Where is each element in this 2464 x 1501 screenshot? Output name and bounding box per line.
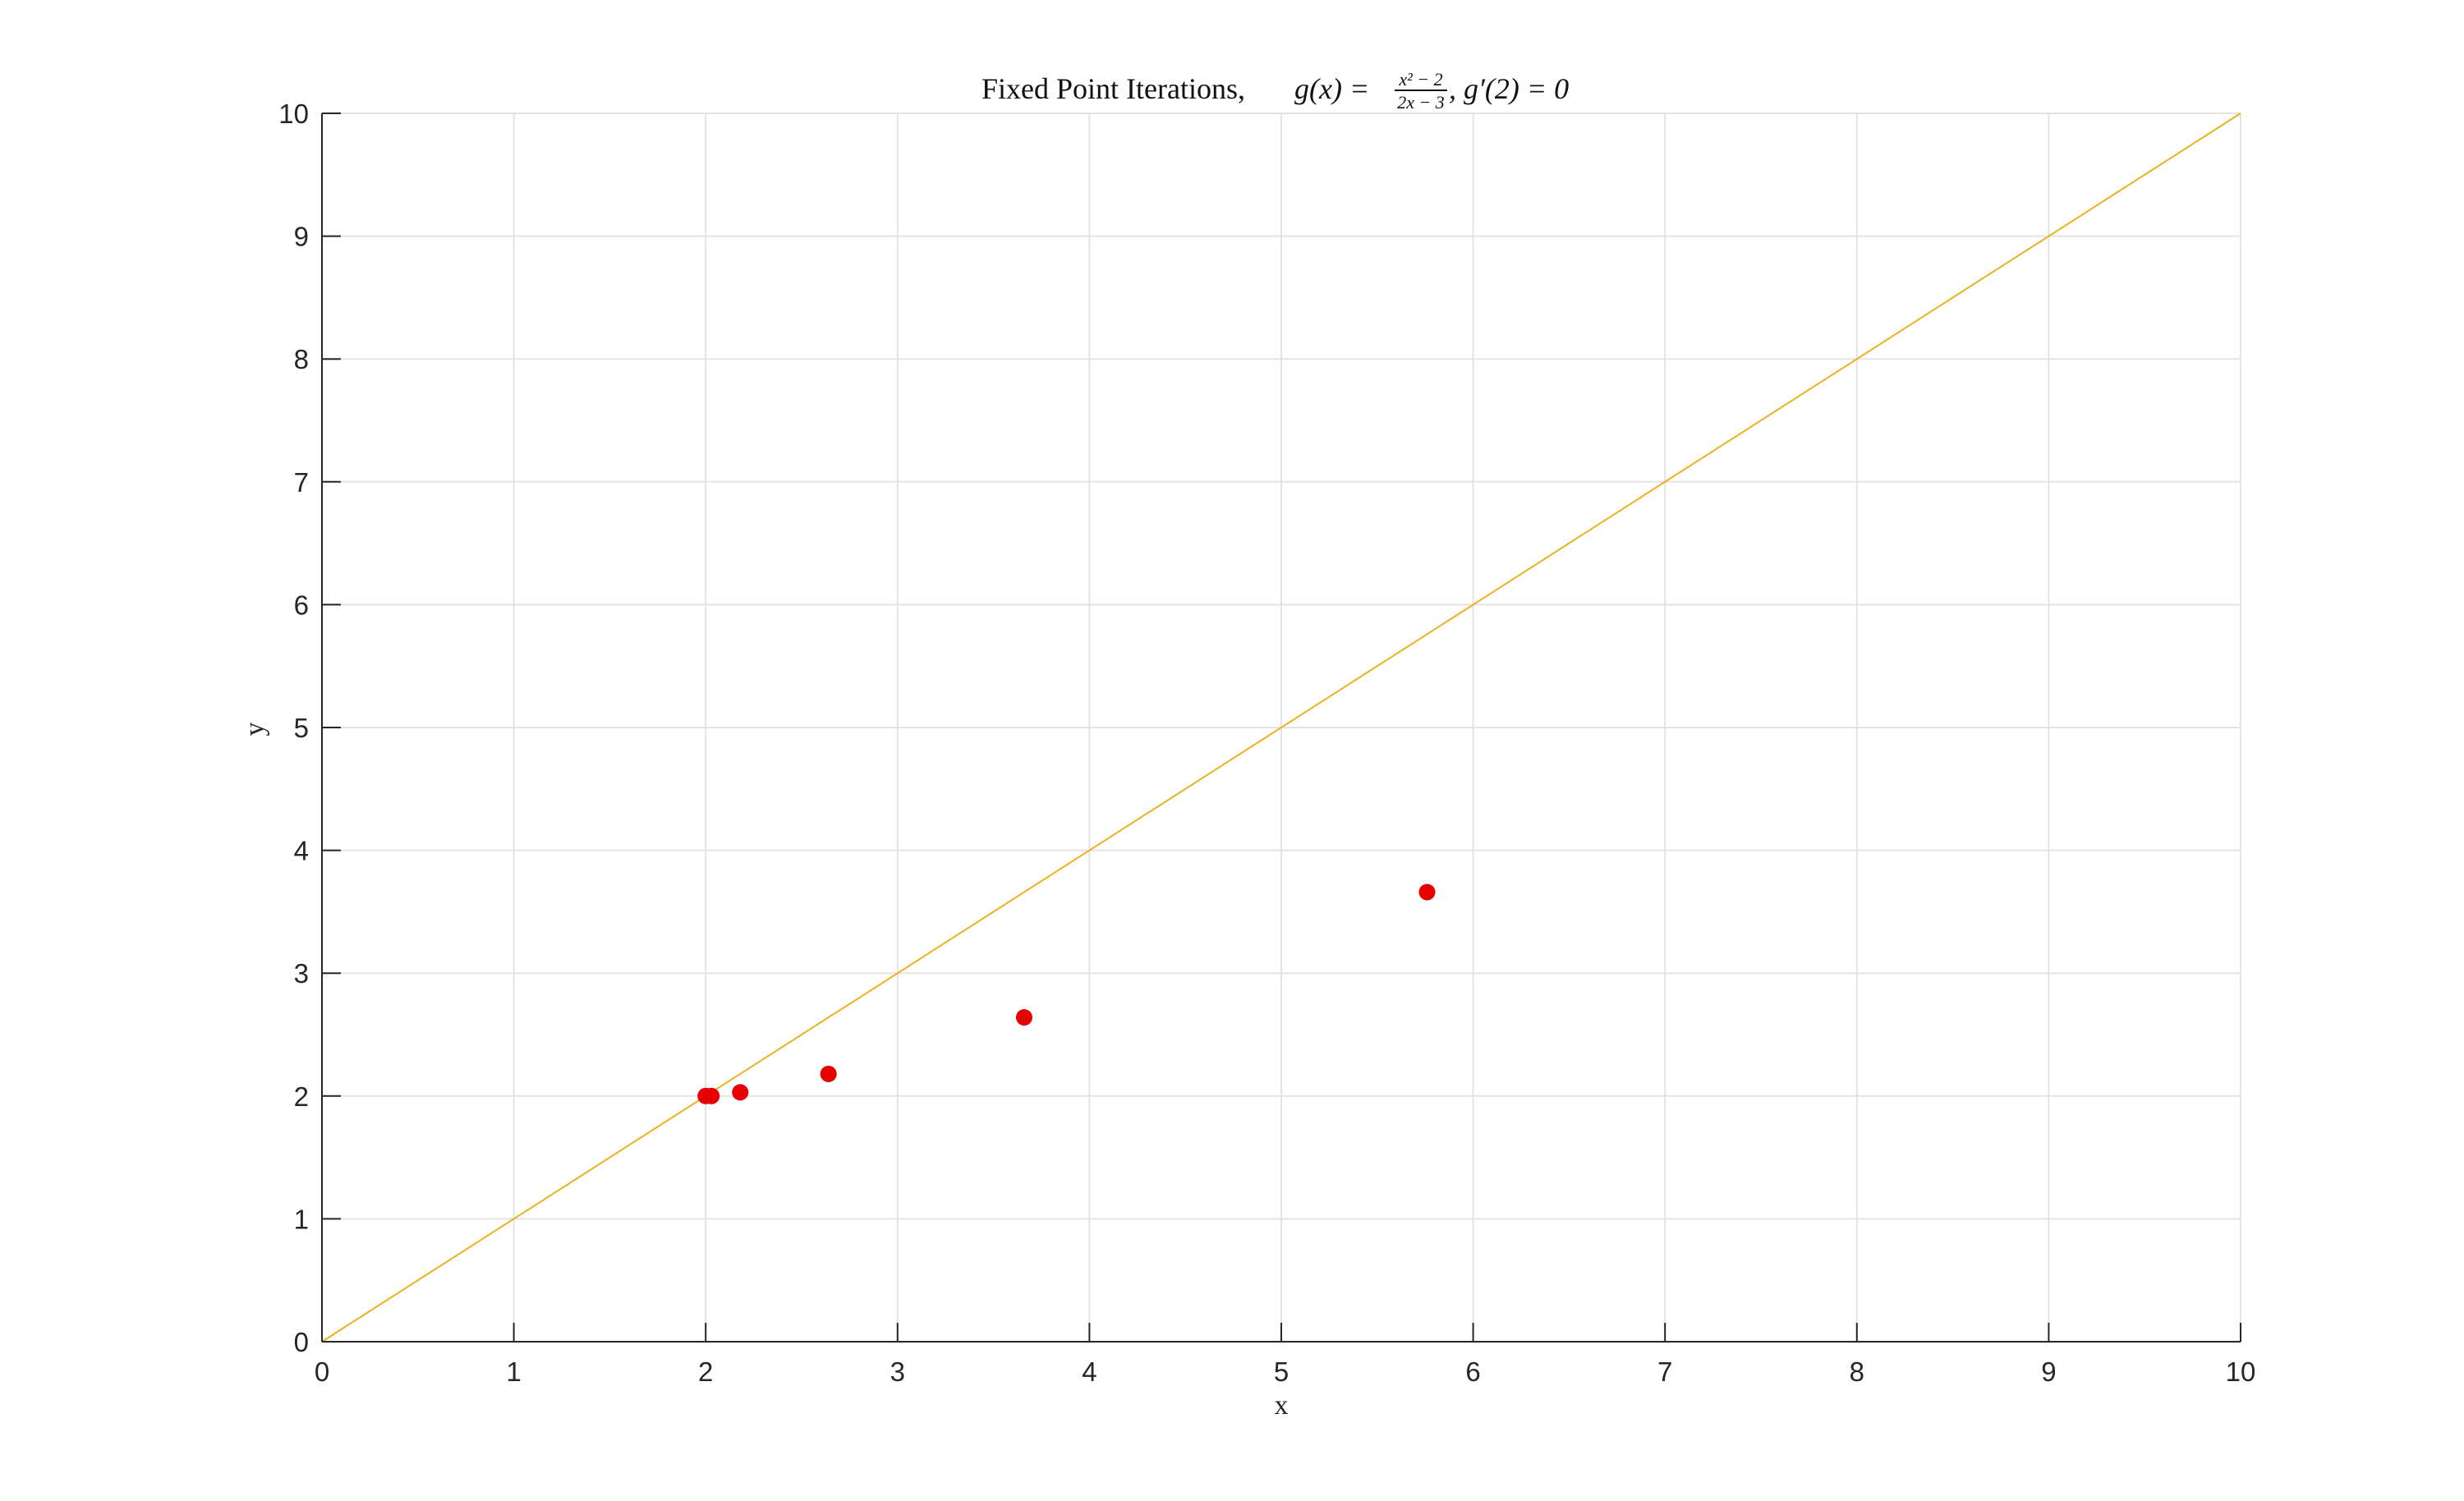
x-tick-label: 8 — [1850, 1356, 1864, 1387]
x-tick-label: 1 — [506, 1356, 521, 1387]
chart-title-prefix: Fixed Point Iterations, — [981, 72, 1245, 105]
iteration-point — [732, 1084, 749, 1101]
y-tick-label: 9 — [294, 222, 309, 252]
iteration-point — [697, 1087, 715, 1104]
tick-labels: 0 1 2 3 4 5 6 7 8 9 10 0 1 2 3 4 5 6 7 8 9 10 — [278, 99, 2255, 1387]
identity-line — [321, 112, 2241, 1343]
chart-title-function: g(x) = — [1294, 72, 1369, 105]
chart-title-denominator: 2x − 3 — [1397, 92, 1445, 112]
iteration-point — [820, 1065, 837, 1082]
chart-title-suffix: , g′(2) = 0 — [1449, 72, 1569, 105]
x-tick-label: 5 — [1274, 1356, 1289, 1387]
chart-title-numerator: x² − 2 — [1398, 69, 1442, 90]
y-tick-label: 6 — [294, 590, 309, 620]
y-tick-label: 5 — [294, 713, 309, 743]
y-tick-label: 1 — [294, 1204, 309, 1234]
x-axis-label: x — [1275, 1390, 1289, 1421]
y-tick-label: 2 — [294, 1081, 309, 1112]
y-tick-label: 4 — [294, 836, 309, 866]
y-tick-label: 0 — [294, 1327, 309, 1357]
x-tick-label: 6 — [1465, 1356, 1480, 1387]
chart-title: Fixed Point Iterations, g(x) = x² − 2 2x… — [981, 69, 1569, 112]
x-tick-label: 4 — [1082, 1356, 1096, 1387]
y-axis-label: y — [240, 723, 270, 737]
axes — [321, 112, 2241, 1343]
x-tick-label: 10 — [2226, 1356, 2256, 1387]
x-tick-label: 3 — [890, 1356, 905, 1387]
plot-series — [321, 112, 2241, 1343]
x-tick-label: 0 — [315, 1356, 329, 1387]
iteration-point — [1015, 1009, 1032, 1026]
x-tick-label: 9 — [2041, 1356, 2056, 1387]
iteration-point — [1418, 884, 1436, 901]
y-tick-label: 10 — [278, 99, 309, 129]
y-tick-label: 3 — [294, 958, 309, 989]
y-tick-label: 7 — [294, 467, 309, 498]
y-tick-label: 8 — [294, 344, 309, 374]
x-tick-label: 2 — [698, 1356, 713, 1387]
x-tick-label: 7 — [1657, 1356, 1672, 1387]
